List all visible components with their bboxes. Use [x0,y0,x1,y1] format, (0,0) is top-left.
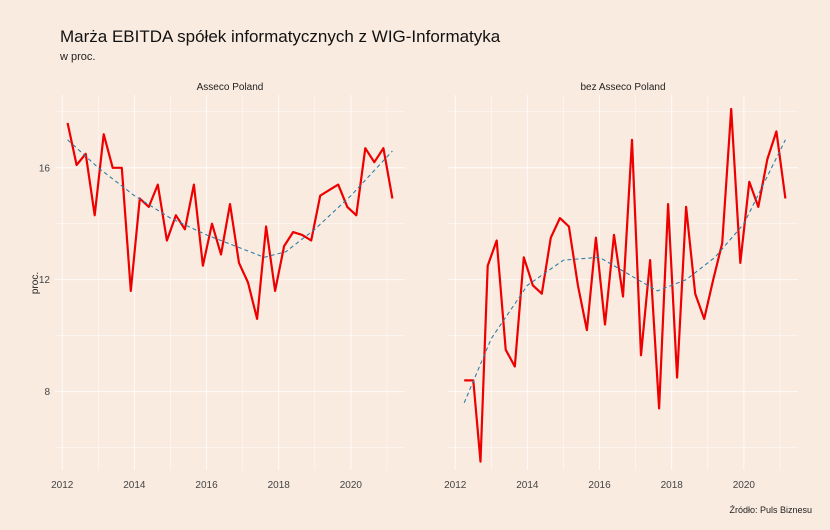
x-tick-label: 2018 [268,480,291,491]
trend-line [67,139,393,258]
x-tick-label: 2012 [444,480,467,491]
x-tick-label: 2016 [195,480,218,491]
chart-title: Marża EBITDA spółek informatycznych z WI… [60,27,501,46]
x-tick-label: 2014 [123,480,146,491]
x-tick-label: 2018 [661,480,684,491]
chart-subtitle: w proc. [60,51,96,63]
x-tick-label: 2014 [516,480,539,491]
ebitda-margin-line [66,122,394,320]
y-axis-label: proc. [30,272,41,294]
y-tick-label: 8 [44,387,50,398]
ebitda-margin-line [464,107,787,463]
source-caption: Źródło: Puls Biznesu [729,505,812,515]
trend-line [463,139,786,404]
x-tick-label: 2016 [588,480,611,491]
x-tick-label: 2012 [51,480,74,491]
x-tick-label: 2020 [340,480,363,491]
y-tick-label: 12 [39,275,51,286]
x-tick-label: 2020 [733,480,756,491]
y-tick-label: 16 [39,163,51,174]
facet-label: bez Asseco Poland [580,82,665,93]
facet-label: Asseco Poland [197,82,264,93]
